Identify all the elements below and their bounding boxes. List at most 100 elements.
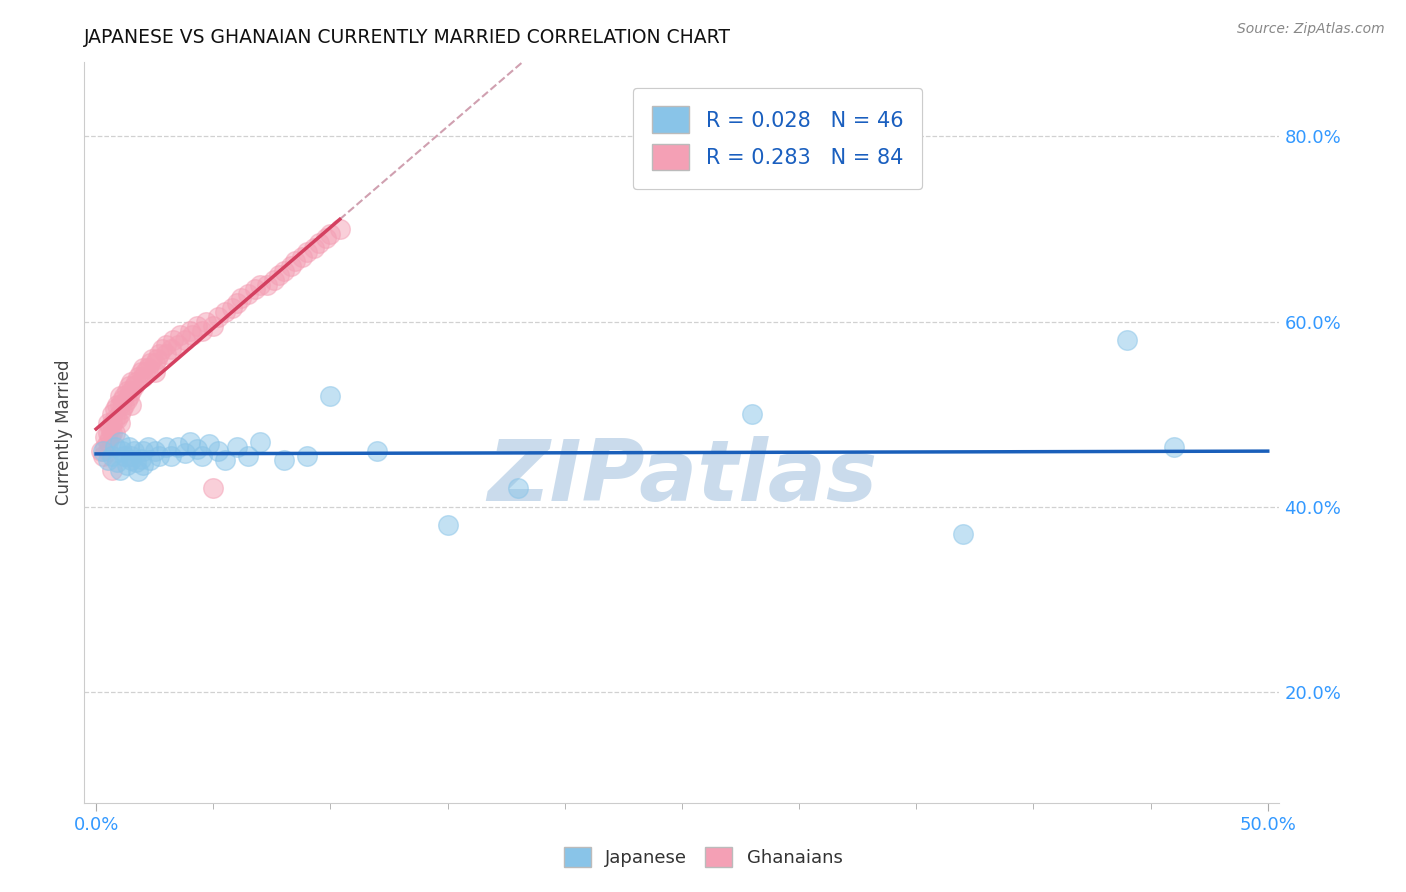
Point: [225, 440, 247, 454]
Point: [105, 455, 128, 469]
Point: [97, 417, 120, 431]
Point: [112, 398, 135, 412]
Point: [112, 449, 135, 463]
Point: [506, 481, 529, 495]
Point: [111, 444, 134, 458]
Point: [127, 370, 149, 384]
Point: [190, 449, 212, 463]
Point: [284, 254, 307, 268]
Point: [127, 465, 149, 479]
Point: [179, 324, 201, 338]
Point: [132, 444, 155, 458]
Point: [195, 314, 218, 328]
Point: [207, 310, 229, 324]
Point: [214, 453, 236, 467]
Point: [118, 440, 141, 454]
Point: [256, 277, 278, 292]
Point: [91, 449, 114, 463]
Point: [139, 453, 162, 467]
Point: [295, 245, 318, 260]
Point: [105, 398, 128, 412]
Point: [101, 417, 124, 431]
Point: [231, 292, 253, 306]
Point: [155, 337, 177, 351]
Point: [122, 379, 145, 393]
Point: [280, 259, 302, 273]
Point: [104, 402, 127, 417]
Point: [207, 444, 229, 458]
Point: [97, 425, 120, 440]
Point: [132, 360, 155, 375]
Point: [366, 444, 388, 458]
Point: [295, 449, 318, 463]
Point: [120, 449, 142, 463]
Point: [97, 453, 120, 467]
Point: [111, 402, 134, 417]
Point: [167, 440, 190, 454]
Point: [98, 421, 121, 435]
Point: [186, 319, 208, 334]
Y-axis label: Currently Married: Currently Married: [55, 359, 73, 506]
Point: [221, 301, 243, 315]
Point: [238, 286, 260, 301]
Point: [104, 425, 127, 440]
Point: [155, 440, 177, 454]
Point: [104, 411, 127, 425]
Point: [91, 444, 114, 458]
Text: ZIPatlas: ZIPatlas: [486, 435, 877, 518]
Point: [118, 379, 141, 393]
Point: [143, 356, 166, 370]
Point: [129, 451, 152, 466]
Point: [111, 393, 134, 408]
Point: [291, 250, 314, 264]
Point: [952, 527, 974, 541]
Point: [174, 333, 197, 347]
Point: [105, 411, 128, 425]
Point: [115, 393, 138, 408]
Point: [122, 444, 145, 458]
Point: [263, 273, 285, 287]
Point: [1163, 440, 1185, 454]
Point: [150, 343, 173, 357]
Point: [302, 240, 325, 254]
Point: [132, 458, 155, 472]
Point: [319, 227, 342, 241]
Point: [108, 434, 131, 449]
Point: [101, 449, 124, 463]
Point: [319, 389, 342, 403]
Point: [120, 384, 142, 398]
Point: [104, 440, 127, 454]
Legend: Japanese, Ghanaians: Japanese, Ghanaians: [557, 839, 849, 874]
Point: [118, 389, 141, 403]
Point: [238, 449, 260, 463]
Text: JAPANESE VS GHANAIAN CURRENTLY MARRIED CORRELATION CHART: JAPANESE VS GHANAIAN CURRENTLY MARRIED C…: [84, 28, 731, 47]
Point: [143, 366, 166, 380]
Point: [125, 455, 148, 469]
Point: [101, 407, 124, 421]
Point: [160, 343, 183, 357]
Point: [136, 440, 159, 454]
Point: [120, 375, 142, 389]
Point: [97, 444, 120, 458]
Point: [741, 407, 763, 421]
Point: [245, 282, 267, 296]
Point: [97, 434, 120, 449]
Point: [308, 235, 330, 250]
Point: [120, 398, 142, 412]
Point: [90, 444, 112, 458]
Point: [179, 434, 201, 449]
Point: [148, 347, 170, 361]
Point: [108, 389, 131, 403]
Point: [101, 425, 124, 440]
Point: [146, 351, 169, 366]
Point: [134, 366, 156, 380]
Point: [112, 389, 135, 403]
Point: [101, 462, 124, 476]
Point: [108, 407, 131, 421]
Point: [214, 305, 236, 319]
Point: [155, 347, 177, 361]
Point: [94, 440, 117, 454]
Point: [115, 458, 138, 472]
Point: [148, 449, 170, 463]
Point: [202, 319, 225, 334]
